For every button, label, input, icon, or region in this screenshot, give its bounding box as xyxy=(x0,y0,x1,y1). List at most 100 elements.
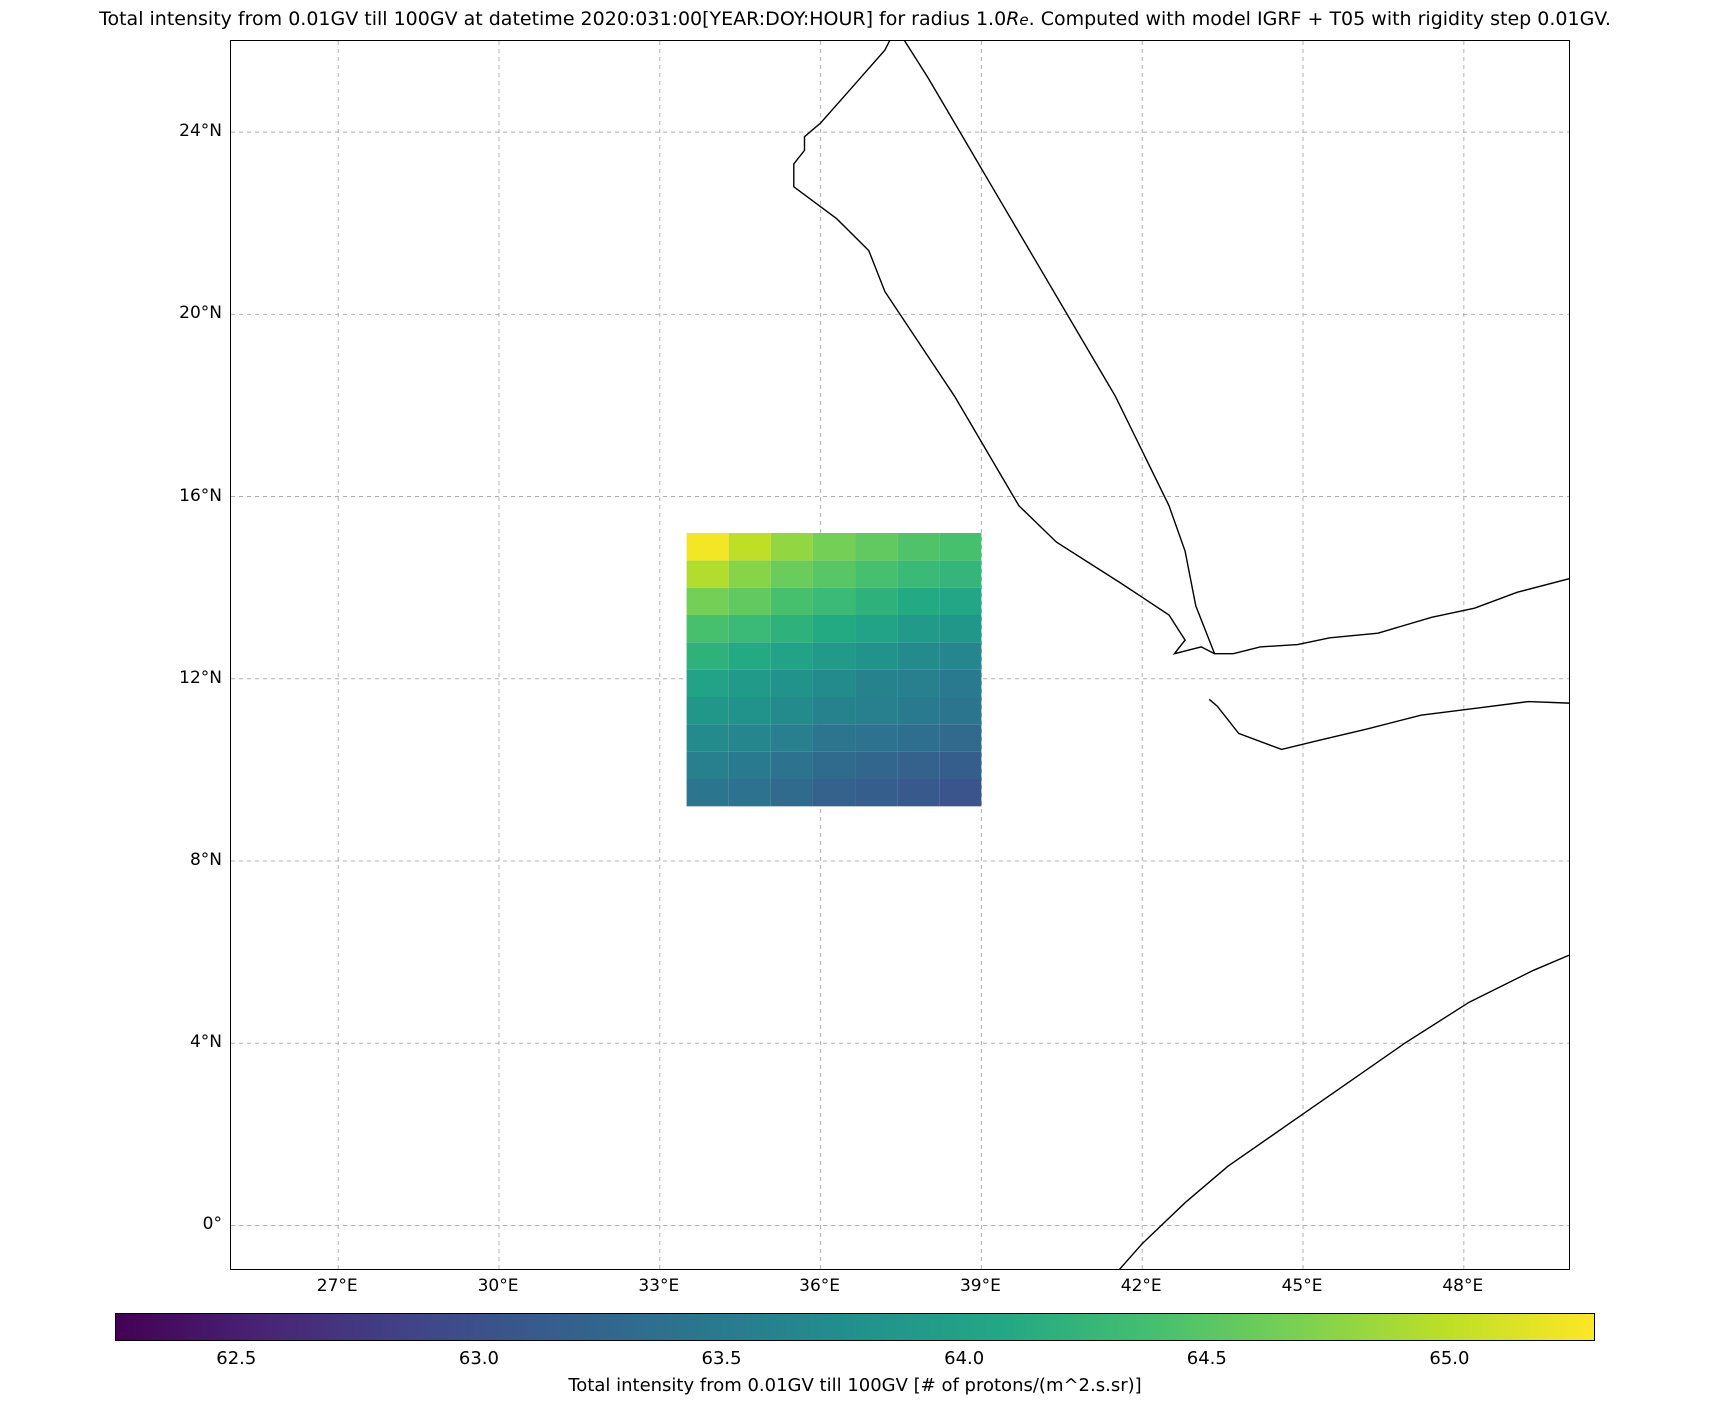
heatmap-cell xyxy=(939,670,981,697)
heatmap-cell xyxy=(771,615,813,642)
heatmap-cell xyxy=(729,779,771,806)
heatmap-cell xyxy=(729,752,771,779)
heatmap-cell xyxy=(855,615,897,642)
heatmap-cell xyxy=(813,779,855,806)
heatmap-cell xyxy=(771,560,813,587)
colorbar-tick-label: 63.5 xyxy=(702,1348,742,1369)
heatmap-cell xyxy=(687,697,729,724)
x-tick-label: 33°E xyxy=(638,1276,679,1296)
heatmap-cell xyxy=(771,642,813,669)
heatmap-cell xyxy=(813,670,855,697)
x-tick-label: 48°E xyxy=(1442,1276,1483,1296)
heatmap-cell xyxy=(855,670,897,697)
y-tick-label: 4°N xyxy=(162,1032,222,1052)
heatmap-cell xyxy=(771,697,813,724)
x-tick-label: 39°E xyxy=(960,1276,1001,1296)
heatmap-cell xyxy=(813,560,855,587)
title-suffix: . Computed with model IGRF + T05 with ri… xyxy=(1029,8,1611,30)
heatmap-cell xyxy=(855,779,897,806)
heatmap-cell xyxy=(939,779,981,806)
heatmap-cell xyxy=(939,533,981,560)
heatmap-cell xyxy=(855,642,897,669)
heatmap-cell xyxy=(855,724,897,751)
y-tick-label: 16°N xyxy=(162,486,222,506)
heatmap-cell xyxy=(897,752,939,779)
title-r-sym: R xyxy=(1006,8,1019,30)
heatmap-cell xyxy=(729,588,771,615)
heatmap-cell xyxy=(771,724,813,751)
heatmap-cell xyxy=(813,588,855,615)
y-tick-label: 8°N xyxy=(162,850,222,870)
heatmap-cell xyxy=(897,697,939,724)
y-tick-label: 12°N xyxy=(162,668,222,688)
colorbar-tick-label: 63.0 xyxy=(459,1348,499,1369)
coastline xyxy=(1110,948,1570,1270)
heatmap-cell xyxy=(939,697,981,724)
y-tick-label: 20°N xyxy=(162,303,222,323)
heatmap-cell xyxy=(813,752,855,779)
colorbar-tick-label: 62.5 xyxy=(216,1348,256,1369)
heatmap-cell xyxy=(813,724,855,751)
heatmap-cell xyxy=(687,724,729,751)
x-tick-label: 42°E xyxy=(1121,1276,1162,1296)
heatmap-cell xyxy=(897,588,939,615)
figure: Total intensity from 0.01GV till 100GV a… xyxy=(0,0,1710,1418)
x-tick-label: 30°E xyxy=(478,1276,519,1296)
heatmap-cell xyxy=(813,642,855,669)
title-r-sub: e xyxy=(1019,11,1028,29)
colorbar-label: Total intensity from 0.01GV till 100GV [… xyxy=(0,1375,1710,1396)
heatmap-cell xyxy=(897,560,939,587)
heatmap-cell xyxy=(897,615,939,642)
heatmap-cell xyxy=(729,670,771,697)
heatmap-cell xyxy=(813,533,855,560)
map-plot-area xyxy=(230,40,1570,1270)
heatmap-cell xyxy=(729,615,771,642)
colorbar xyxy=(115,1313,1595,1341)
heatmap-cell xyxy=(729,642,771,669)
coastline xyxy=(1209,699,1570,749)
heatmap-cell xyxy=(687,588,729,615)
y-tick-label: 0° xyxy=(162,1214,222,1234)
heatmap-cell xyxy=(855,588,897,615)
heatmap-cell xyxy=(813,615,855,642)
chart-title: Total intensity from 0.01GV till 100GV a… xyxy=(0,8,1710,30)
x-tick-label: 45°E xyxy=(1282,1276,1323,1296)
colorbar-tick-label: 64.5 xyxy=(1187,1348,1227,1369)
heatmap-cell xyxy=(729,697,771,724)
heatmap-cell xyxy=(939,560,981,587)
heatmap-cell xyxy=(687,779,729,806)
heatmap-cell xyxy=(729,533,771,560)
heatmap-cell xyxy=(687,533,729,560)
heatmap-cell xyxy=(771,670,813,697)
heatmap-cell xyxy=(897,779,939,806)
heatmap-cell xyxy=(939,752,981,779)
heatmap-cell xyxy=(771,779,813,806)
heatmap-cell xyxy=(687,560,729,587)
heatmap-cell xyxy=(855,752,897,779)
heatmap-layer xyxy=(687,533,982,806)
heatmap-cell xyxy=(939,588,981,615)
title-prefix: Total intensity from 0.01GV till 100GV a… xyxy=(99,8,1006,30)
heatmap-cell xyxy=(771,752,813,779)
heatmap-cell xyxy=(855,560,897,587)
colorbar-gradient xyxy=(115,1313,1595,1341)
heatmap-cell xyxy=(813,697,855,724)
heatmap-cell xyxy=(687,615,729,642)
heatmap-cell xyxy=(729,560,771,587)
colorbar-tick-label: 65.0 xyxy=(1429,1348,1469,1369)
heatmap-cell xyxy=(939,642,981,669)
heatmap-cell xyxy=(687,752,729,779)
heatmap-cell xyxy=(897,724,939,751)
heatmap-cell xyxy=(939,724,981,751)
coastline xyxy=(890,41,1570,654)
heatmap-cell xyxy=(771,533,813,560)
y-tick-label: 24°N xyxy=(162,121,222,141)
heatmap-cell xyxy=(897,642,939,669)
plot-svg xyxy=(231,41,1570,1270)
x-tick-label: 36°E xyxy=(799,1276,840,1296)
heatmap-cell xyxy=(939,615,981,642)
heatmap-cell xyxy=(855,533,897,560)
colorbar-tick-label: 64.0 xyxy=(944,1348,984,1369)
heatmap-cell xyxy=(855,697,897,724)
heatmap-cell xyxy=(897,670,939,697)
